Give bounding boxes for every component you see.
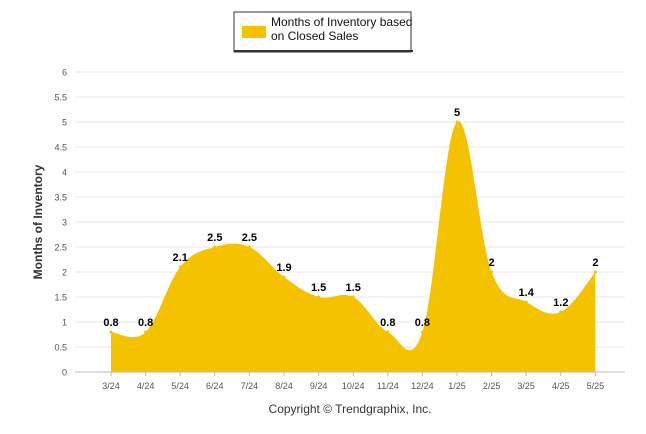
- x-tick-label: 12/24: [411, 381, 434, 391]
- data-point: [351, 295, 355, 299]
- x-tick-label: 10/24: [342, 381, 365, 391]
- data-point: [178, 265, 182, 269]
- data-label: 2: [592, 257, 598, 269]
- x-tick-label: 9/24: [310, 381, 328, 391]
- data-label: 2: [489, 257, 495, 269]
- data-label: 0.8: [380, 317, 395, 329]
- data-point: [420, 330, 424, 334]
- legend-border-shadow: [234, 50, 413, 52]
- series-area: [111, 121, 596, 373]
- x-tick-label: 5/25: [587, 381, 605, 391]
- data-point: [247, 245, 251, 249]
- y-axis-title: Months of Inventory: [31, 164, 45, 279]
- data-label: 2.5: [207, 232, 222, 244]
- data-point: [593, 270, 597, 274]
- data-point: [455, 120, 459, 124]
- y-tick-label: 6: [62, 68, 67, 78]
- legend-swatch: [242, 26, 266, 38]
- y-tick-label: 3: [62, 218, 67, 228]
- data-point: [144, 330, 148, 334]
- y-tick-label: 0: [62, 368, 67, 378]
- x-tick-label: 4/24: [137, 381, 155, 391]
- data-label: 1.5: [346, 282, 361, 294]
- y-tick-label: 5.5: [54, 93, 67, 103]
- data-point: [282, 275, 286, 279]
- x-tick-labels: 3/24 4/24 5/24 6/24 7/24 8/24 9/24 10/24 11/24 12…: [102, 372, 604, 391]
- y-tick-label: 1: [62, 318, 67, 328]
- data-label: 1.2: [553, 297, 568, 309]
- legend-label: Months of Inventory based on Closed Sale…: [271, 15, 416, 43]
- data-label: 1.4: [519, 287, 535, 299]
- data-label: 2.1: [173, 252, 188, 264]
- data-label: 0.8: [138, 317, 153, 329]
- data-label: 0.8: [103, 317, 118, 329]
- x-tick-label: 3/24: [102, 381, 120, 391]
- data-label: 0.8: [415, 317, 430, 329]
- x-tick-label: 8/24: [275, 381, 293, 391]
- area-fill: [111, 121, 596, 373]
- data-point: [490, 270, 494, 274]
- legend-label-line-2: on Closed Sales: [271, 29, 358, 43]
- data-labels: 0.8 0.8 2.1 2.5 2.5 1.9 1.5 1.5 0.8 0.8 5 2 1.4 1.2 2: [103, 107, 598, 334]
- x-tick-label: 2/25: [483, 381, 501, 391]
- x-tick-label: 5/24: [171, 381, 189, 391]
- data-point: [317, 295, 321, 299]
- legend: Months of Inventory based on Closed Sale…: [233, 11, 416, 53]
- data-point: [109, 330, 113, 334]
- copyright-text: Copyright © Trendgraphix, Inc.: [269, 402, 432, 416]
- y-tick-label: 5: [62, 118, 67, 128]
- data-label: 2.5: [242, 232, 257, 244]
- data-point: [213, 245, 217, 249]
- data-label: 1.9: [276, 262, 291, 274]
- legend-label-line-1: Months of Inventory based: [271, 15, 412, 29]
- x-tick-label: 7/24: [241, 381, 259, 391]
- y-tick-label: 3.5: [54, 193, 67, 203]
- x-tick-label: 11/24: [377, 381, 399, 391]
- x-tick-label: 3/25: [517, 381, 535, 391]
- data-point: [386, 330, 390, 334]
- y-tick-label: 1.5: [54, 293, 67, 303]
- data-point: [524, 300, 528, 304]
- y-tick-label: 2.5: [54, 243, 67, 253]
- data-label: 1.5: [311, 282, 326, 294]
- x-tick-label: 1/25: [448, 381, 466, 391]
- y-tick-label: 2: [62, 268, 67, 278]
- data-label: 5: [454, 107, 460, 119]
- y-tick-label: 0.5: [54, 343, 67, 353]
- data-point: [559, 310, 563, 314]
- x-tick-label: 4/25: [552, 381, 570, 391]
- y-tick-labels: 0 0.5 1 1.5 2 2.5 3 3.5 4 4.5 5 5.5 6: [54, 68, 67, 378]
- y-tick-label: 4.5: [54, 143, 67, 153]
- x-tick-label: 6/24: [206, 381, 224, 391]
- y-tick-label: 4: [62, 168, 67, 178]
